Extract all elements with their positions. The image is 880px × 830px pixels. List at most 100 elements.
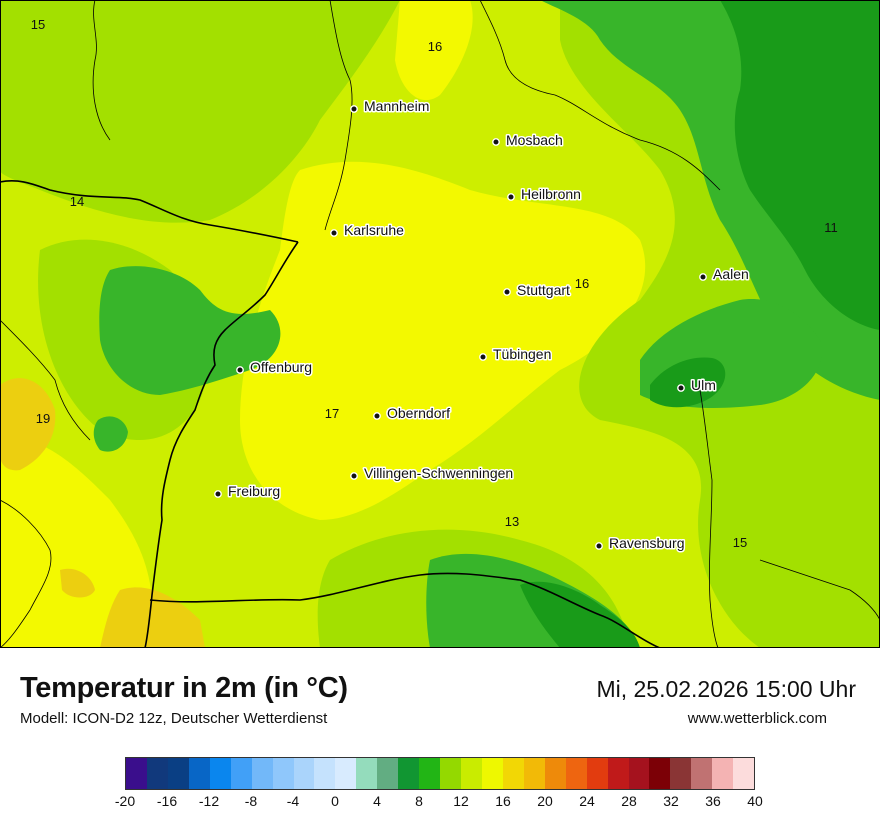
city-label-mannheim: Mannheim xyxy=(364,98,429,114)
model-subtitle: Modell: ICON-D2 12z, Deutscher Wetterdie… xyxy=(20,710,328,727)
city-dot xyxy=(350,105,358,113)
warm-zone-center xyxy=(240,161,646,520)
city-label-mosbach: Mosbach xyxy=(506,132,563,148)
color-scale-tick-label: -16 xyxy=(156,793,178,809)
color-scale-swatch xyxy=(335,758,357,789)
footer-panel: Temperatur in 2m (in °C) Modell: ICON-D2… xyxy=(0,648,880,830)
color-scale-swatch xyxy=(209,758,231,789)
color-scale-swatch xyxy=(712,758,734,789)
color-scale-swatch xyxy=(691,758,713,789)
color-scale-tick-label: -20 xyxy=(114,793,136,809)
warm-zone-north xyxy=(395,0,473,101)
color-scale-tick-label: -8 xyxy=(244,793,258,809)
city-label-stuttgart: Stuttgart xyxy=(517,282,570,298)
color-scale-tick-label: 40 xyxy=(747,793,763,809)
color-scale-tick-label: 36 xyxy=(705,793,721,809)
city-label-villingen-schwenningen: Villingen-Schwenningen xyxy=(364,465,513,481)
color-scale-swatch xyxy=(481,758,503,789)
color-scale-swatch xyxy=(167,758,189,789)
color-scale-swatch xyxy=(146,758,168,789)
temp-label: 16 xyxy=(428,39,442,54)
city-label-tuebingen: Tübingen xyxy=(493,346,551,362)
color-scale-swatch xyxy=(628,758,650,789)
city-dot xyxy=(236,366,244,374)
city-label-heilbronn: Heilbronn xyxy=(521,186,581,202)
city-dot xyxy=(595,542,603,550)
color-scale-swatch xyxy=(398,758,420,789)
green-zone-west-small xyxy=(93,416,128,452)
city-dot xyxy=(330,229,338,237)
city-label-oberndorf: Oberndorf xyxy=(387,405,450,421)
city-markers: Mannheim Mosbach Heilbronn Karlsruhe Aal… xyxy=(214,97,750,553)
color-scale-swatch xyxy=(523,758,545,789)
color-scale-swatch xyxy=(565,758,587,789)
color-scale-tick-label: 20 xyxy=(537,793,553,809)
temp-label: 13 xyxy=(505,514,519,529)
country-borders xyxy=(0,180,661,648)
color-scale-tick-label: 16 xyxy=(495,793,511,809)
coldest-zone-south xyxy=(520,581,640,648)
color-scale-swatch xyxy=(251,758,273,789)
color-scale-swatch xyxy=(188,758,210,789)
city-dot xyxy=(492,138,500,146)
website-link[interactable]: www.wetterblick.com xyxy=(687,710,827,727)
temp-label: 11 xyxy=(824,220,838,235)
warm-zone-south-west xyxy=(100,587,205,648)
city-dot xyxy=(677,384,685,392)
color-scale-swatch xyxy=(440,758,461,789)
color-scale-tick-label: -4 xyxy=(286,793,300,809)
color-scale-swatch xyxy=(272,758,294,789)
warmest-zone-west xyxy=(0,378,56,471)
temp-label: 19 xyxy=(36,411,50,426)
city-label-aalen: Aalen xyxy=(713,266,749,282)
color-scale-swatch xyxy=(356,758,378,789)
district-borders xyxy=(0,0,880,648)
color-scale-tick-label: 0 xyxy=(331,793,339,809)
cool-zone-northwest xyxy=(0,0,400,223)
color-scale-swatch xyxy=(377,758,399,789)
coldest-zone-ulm xyxy=(650,357,726,408)
city-label-ravensburg: Ravensburg xyxy=(609,535,685,551)
temperature-map: 15 16 14 11 16 19 17 13 15 Mannheim Mosb… xyxy=(0,0,880,648)
color-scale-swatch xyxy=(419,758,441,789)
city-dot xyxy=(507,193,515,201)
color-scale-ticks: -20 -16 -12 -8 -4 0 4 8 12 16 20 24 28 32 36 40 xyxy=(0,793,880,813)
color-scale-tick-label: 28 xyxy=(621,793,637,809)
color-scale-swatch xyxy=(544,758,566,789)
city-dot xyxy=(214,490,222,498)
temp-label: 15 xyxy=(733,535,747,550)
color-scale-tick-label: 32 xyxy=(663,793,679,809)
color-scale-swatch xyxy=(733,758,755,789)
color-scale-tick-label: 12 xyxy=(453,793,469,809)
page-title: Temperatur in 2m (in °C) xyxy=(20,672,348,704)
color-scale-tick-label: 24 xyxy=(579,793,595,809)
color-scale-tick-label: 4 xyxy=(373,793,381,809)
color-scale-tick-label: 8 xyxy=(415,793,423,809)
warm-zone-south xyxy=(60,568,95,598)
color-scale-swatch xyxy=(649,758,671,789)
temp-label: 14 xyxy=(70,194,84,209)
color-scale-swatch xyxy=(607,758,629,789)
color-scale-swatch xyxy=(230,758,252,789)
city-dot xyxy=(350,472,358,480)
forecast-datetime: Mi, 25.02.2026 15:00 Uhr xyxy=(596,676,856,702)
city-dot xyxy=(373,412,381,420)
color-scale-swatch xyxy=(126,758,147,789)
city-label-offenburg: Offenburg xyxy=(250,359,312,375)
color-scale-swatch xyxy=(293,758,315,789)
green-zone-offenburg xyxy=(99,266,281,395)
city-dot xyxy=(699,273,707,281)
temp-label: 15 xyxy=(31,17,45,32)
color-scale-swatch xyxy=(314,758,336,789)
color-scale-swatch xyxy=(502,758,524,789)
city-label-ulm: Ulm xyxy=(691,377,716,393)
coldest-zone-northeast xyxy=(720,0,880,330)
temp-label: 16 xyxy=(575,276,589,291)
color-scale-legend xyxy=(125,757,755,790)
color-scale-swatch xyxy=(461,758,482,789)
color-scale-swatch xyxy=(670,758,692,789)
color-scale-swatch xyxy=(586,758,608,789)
city-dot xyxy=(479,353,487,361)
temp-label: 17 xyxy=(325,406,339,421)
city-label-karlsruhe: Karlsruhe xyxy=(344,222,404,238)
